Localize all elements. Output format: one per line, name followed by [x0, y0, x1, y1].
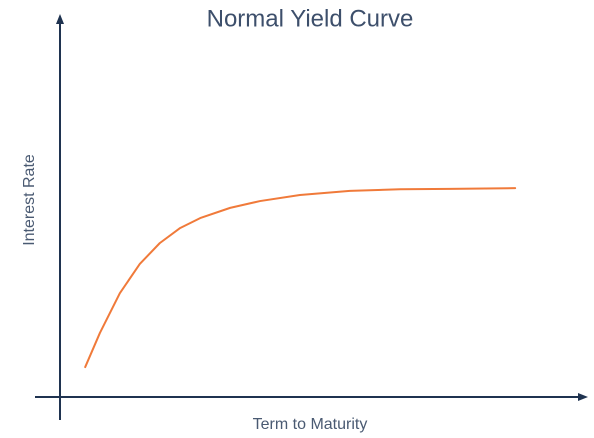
- y-axis-label: Interest Rate: [21, 154, 38, 246]
- yield-curve: [84, 187, 517, 369]
- y-axis-arrow: [56, 14, 64, 24]
- chart-title: Normal Yield Curve: [207, 5, 414, 32]
- x-axis-label: Term to Maturity: [253, 416, 368, 433]
- x-axis-arrow: [578, 393, 588, 401]
